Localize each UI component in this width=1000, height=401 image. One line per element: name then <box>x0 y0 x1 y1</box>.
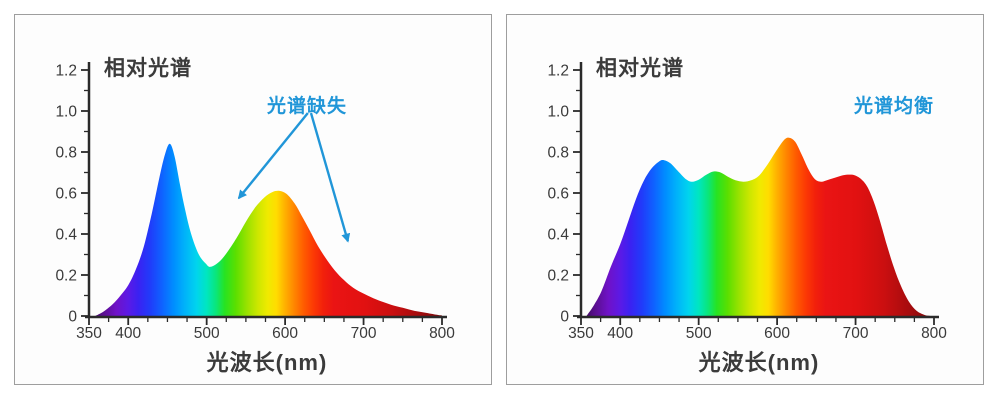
x-tick-label: 500 <box>686 325 712 342</box>
y-tick-label: 1.0 <box>547 104 569 121</box>
x-tick-label: 400 <box>115 325 141 342</box>
y-tick-label: 0 <box>68 309 77 326</box>
annotation-arrow <box>309 112 351 243</box>
x-tick-label: 500 <box>194 325 220 342</box>
y-tick-label: 1.2 <box>55 63 77 80</box>
spectrum-chart-balanced: 350 400 500 600 700 800 0 0.2 0.4 0.6 0.8 1.0 1.2 <box>547 62 947 342</box>
x-axis-label: 光波长(nm) <box>698 350 820 375</box>
annotation-spectrum-missing: 光谱缺失 <box>266 96 348 117</box>
y-tick-label: 0.4 <box>55 227 77 244</box>
y-tick-label: 0.4 <box>547 227 569 244</box>
y-tick-label: 1.0 <box>55 104 77 121</box>
y-tick-label: 0.8 <box>547 145 569 162</box>
x-tick-label: 600 <box>272 325 298 342</box>
x-tick-label: 600 <box>764 325 790 342</box>
x-tick-label: 800 <box>429 325 455 342</box>
x-axis-label: 光波长(nm) <box>206 350 328 375</box>
x-tick-label: 700 <box>843 325 869 342</box>
chart-title: 相对光谱 <box>104 57 192 80</box>
y-tick-label: 0.6 <box>547 186 569 203</box>
annotation-arrow <box>237 112 309 200</box>
spectrum-panel-balanced: 350 400 500 600 700 800 0 0.2 0.4 0.6 0.8 1.0 1.2 相对… <box>506 14 984 385</box>
y-tick-label: 0.8 <box>55 145 77 162</box>
x-tick-label: 400 <box>607 325 633 342</box>
spectrum-chart-incomplete: 350 400 500 600 700 800 0 0.2 0.4 0.6 0.8 1.0 1.2 <box>55 62 455 342</box>
x-tick-label: 800 <box>921 325 947 342</box>
annotation-spectrum-balanced: 光谱均衡 <box>853 96 935 117</box>
x-tick-label: 700 <box>351 325 377 342</box>
spectrum-panel-incomplete: 350 400 500 600 700 800 0 0.2 0.4 0.6 0.8 1.0 1.2 相对… <box>14 14 492 385</box>
y-tick-label: 0.6 <box>55 186 77 203</box>
y-tick-label: 0.2 <box>547 268 569 285</box>
x-tick-label: 350 <box>76 325 102 342</box>
chart-title: 相对光谱 <box>596 57 684 80</box>
x-tick-label: 350 <box>568 325 594 342</box>
y-tick-label: 0.2 <box>55 268 77 285</box>
spectrum-area <box>95 143 443 316</box>
y-tick-label: 1.2 <box>547 63 569 80</box>
spectrum-area <box>586 137 931 316</box>
y-tick-label: 0 <box>560 309 569 326</box>
